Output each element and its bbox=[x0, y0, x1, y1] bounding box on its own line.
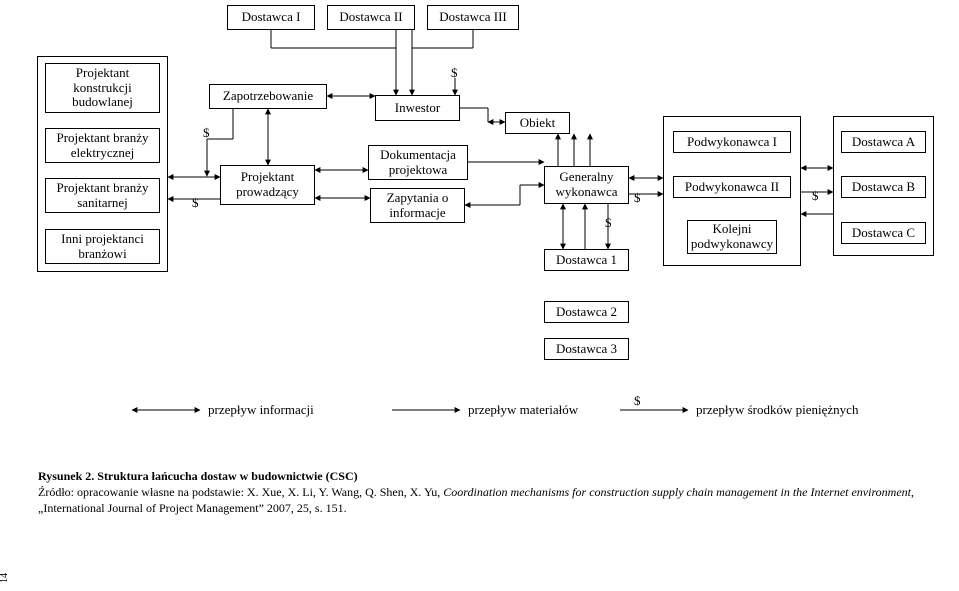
label: Dostawca 3 bbox=[556, 342, 617, 357]
node-podwyk-kol: Kolejni podwykonawcy bbox=[687, 220, 777, 254]
label: Projektant konstrukcji budowlanej bbox=[50, 66, 155, 111]
dollar-icon: $ bbox=[451, 65, 458, 81]
node-proj-elek: Projektant branży elektrycznej bbox=[45, 128, 160, 163]
node-dok-proj: Dokumentacja projektowa bbox=[368, 145, 468, 180]
label: Kolejni podwykonawcy bbox=[691, 222, 773, 252]
node-dostawca-3: Dostawca 3 bbox=[544, 338, 629, 360]
legend-mat-label: przepływ materiałów bbox=[468, 403, 578, 418]
label: Projektant branży elektrycznej bbox=[50, 131, 155, 161]
dollar-icon: $ bbox=[203, 125, 210, 141]
node-dostawca-2: Dostawca 2 bbox=[544, 301, 629, 323]
label: Inwestor bbox=[395, 101, 441, 116]
label: Projektant branży sanitarnej bbox=[50, 181, 155, 211]
node-dostawca-ii: Dostawca II bbox=[327, 5, 415, 30]
legend-money-label: przepływ środków pieniężnych bbox=[696, 403, 858, 418]
node-dostawca-1: Dostawca 1 bbox=[544, 249, 629, 271]
dollar-icon: $ bbox=[192, 195, 199, 211]
label: Dostawca A bbox=[852, 135, 915, 150]
label: Dostawca I bbox=[242, 10, 301, 25]
node-dostawca-a: Dostawca A bbox=[841, 131, 926, 153]
node-zapyt: Zapytania o informacje bbox=[370, 188, 465, 223]
node-dostawca-b: Dostawca B bbox=[841, 176, 926, 198]
caption-source-italic: Coordination mechanisms for construction… bbox=[443, 485, 911, 499]
label: Dostawca 1 bbox=[556, 253, 617, 268]
node-dostawca-i: Dostawca I bbox=[227, 5, 315, 30]
label: Generalny wykonawca bbox=[549, 170, 624, 200]
caption-title: Struktura łańcucha dostaw w budownictwie… bbox=[97, 469, 357, 483]
node-podwyk-ii: Podwykonawca II bbox=[673, 176, 791, 198]
label: Zapotrzebowanie bbox=[223, 89, 313, 104]
label: Dostawca II bbox=[339, 10, 402, 25]
label: Obiekt bbox=[520, 116, 555, 131]
page-number: 14 bbox=[0, 573, 10, 583]
dollar-icon: $ bbox=[634, 393, 641, 409]
node-inwestor: Inwestor bbox=[375, 95, 460, 121]
caption-prefix: Rysunek 2. bbox=[38, 469, 97, 483]
node-podwyk-i: Podwykonawca I bbox=[673, 131, 791, 153]
legend-info-label: przepływ informacji bbox=[208, 403, 314, 418]
label: Podwykonawca II bbox=[685, 180, 779, 195]
node-dostawca-iii: Dostawca III bbox=[427, 5, 519, 30]
label: Zapytania o informacje bbox=[375, 191, 460, 221]
label: Inni projektanci branżowi bbox=[50, 232, 155, 262]
label: Dostawca B bbox=[852, 180, 915, 195]
label: Projektant prowadzący bbox=[225, 170, 310, 200]
caption-source: Źródło: opracowanie własne na podstawie:… bbox=[38, 485, 443, 499]
label: Dostawca 2 bbox=[556, 305, 617, 320]
figure-caption: Rysunek 2. Struktura łańcucha dostaw w b… bbox=[38, 468, 939, 517]
node-proj-inni: Inni projektanci branżowi bbox=[45, 229, 160, 264]
node-proj-prow: Projektant prowadzący bbox=[220, 165, 315, 205]
node-proj-konstr: Projektant konstrukcji budowlanej bbox=[45, 63, 160, 113]
node-gen-wyk: Generalny wykonawca bbox=[544, 166, 629, 204]
dollar-icon: $ bbox=[812, 188, 819, 204]
node-obiekt: Obiekt bbox=[505, 112, 570, 134]
node-proj-sanit: Projektant branży sanitarnej bbox=[45, 178, 160, 213]
label: Dostawca C bbox=[852, 226, 915, 241]
label: Podwykonawca I bbox=[687, 135, 777, 150]
dollar-icon: $ bbox=[634, 190, 641, 206]
dollar-icon: $ bbox=[605, 215, 612, 231]
node-zapotrz: Zapotrzebowanie bbox=[209, 84, 327, 109]
label: Dostawca III bbox=[439, 10, 507, 25]
label: Dokumentacja projektowa bbox=[373, 148, 463, 178]
node-dostawca-c: Dostawca C bbox=[841, 222, 926, 244]
